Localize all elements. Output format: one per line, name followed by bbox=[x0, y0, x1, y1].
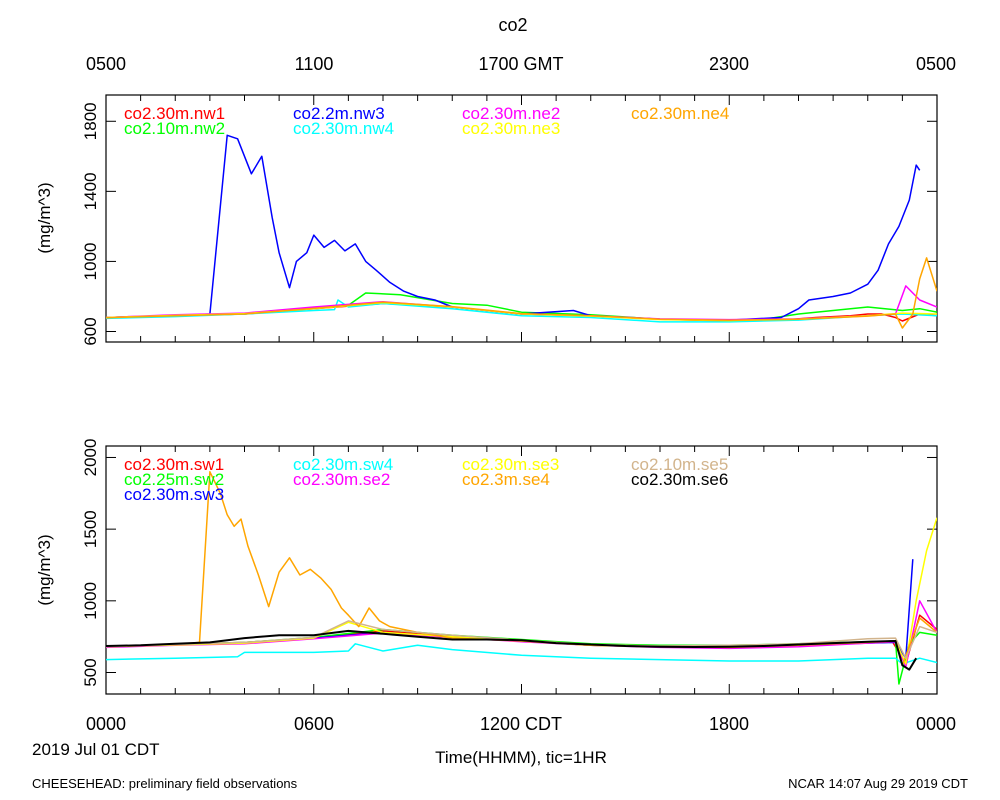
y-tick-label: 600 bbox=[81, 317, 100, 345]
legend-entry: co2.30m.se3 bbox=[462, 455, 559, 474]
top-tick-label: 0500 bbox=[916, 54, 956, 74]
top-tick-label: 1700 GMT bbox=[478, 54, 563, 74]
y-tick-label: 1800 bbox=[81, 102, 100, 140]
legend-entry: co2.30m.sw4 bbox=[293, 455, 393, 474]
legend-entry: co2.30m.se6 bbox=[631, 470, 728, 489]
date-label: 2019 Jul 01 CDT bbox=[32, 740, 160, 759]
legend-entry: co2.10m.se5 bbox=[631, 455, 728, 474]
y-axis-label: (mg/m^3) bbox=[35, 534, 54, 605]
series-lines bbox=[106, 471, 937, 685]
bottom-time-axis-labels: 0000 0600 1200 CDT 1800 0000 bbox=[86, 714, 956, 734]
bottom-tick-label: 1200 CDT bbox=[480, 714, 562, 734]
bottom-panel: 500 1000 1500 2000 (mg/m^3) co2.30m.sw1co2.25… bbox=[35, 439, 938, 695]
top-panel: 600 1000 1400 1800 (mg/m^3) co2.30m.nw1co2.10… bbox=[35, 94, 938, 346]
legend-entry: co2.30m.sw3 bbox=[124, 485, 224, 504]
series-line-co2-30m-sw4 bbox=[106, 643, 937, 665]
legend-entry: co2.2m.nw3 bbox=[293, 104, 385, 123]
legend-entry: co2.30m.ne2 bbox=[462, 104, 560, 123]
y-tick-label: 500 bbox=[81, 658, 100, 686]
bottom-tick-label: 0000 bbox=[916, 714, 956, 734]
series-line-co2-30m-se6 bbox=[106, 629, 918, 671]
chart-title: co2 bbox=[498, 15, 527, 35]
legend-entry: co2.10m.nw2 bbox=[124, 119, 225, 138]
legend-entry: co2.30m.nw4 bbox=[293, 119, 394, 138]
top-tick-label: 0500 bbox=[86, 54, 126, 74]
series-line-co2-30m-ne4 bbox=[106, 257, 937, 329]
y-tick-label: 1500 bbox=[81, 510, 100, 548]
top-tick-label: 1100 bbox=[295, 54, 334, 74]
series-line-co2-3m-se4 bbox=[106, 471, 937, 667]
bottom-tick-label: 1800 bbox=[709, 714, 749, 734]
series-line-co2-2m-nw3 bbox=[106, 134, 921, 321]
y-axis-label: (mg/m^3) bbox=[35, 182, 54, 253]
y-tick-label: 2000 bbox=[81, 439, 100, 477]
legend-entry: co2.3m.se4 bbox=[462, 470, 550, 489]
legend-entry: co2.30m.nw1 bbox=[124, 104, 225, 123]
footer-left: CHEESEHEAD: preliminary field observatio… bbox=[32, 776, 298, 791]
series-lines bbox=[106, 134, 937, 329]
legend-entry: co2.30m.ne3 bbox=[462, 119, 560, 138]
legend-entry: co2.25m.sw2 bbox=[124, 470, 224, 489]
top-tick-label: 2300 bbox=[709, 54, 749, 74]
legend-entry: co2.30m.sw1 bbox=[124, 455, 224, 474]
top-time-axis-labels: 0500 1100 1700 GMT 2300 0500 bbox=[86, 54, 956, 74]
y-tick-label: 1000 bbox=[81, 582, 100, 620]
x-axis-label: Time(HHMM), tic=1HR bbox=[435, 748, 607, 767]
bottom-tick-label: 0000 bbox=[86, 714, 126, 734]
y-tick-label: 1400 bbox=[81, 172, 100, 210]
legend-entry: co2.30m.se2 bbox=[293, 470, 390, 489]
bottom-tick-label: 0600 bbox=[294, 714, 334, 734]
legend-entry: co2.30m.ne4 bbox=[631, 104, 729, 123]
footer-right: NCAR 14:07 Aug 29 2019 CDT bbox=[788, 776, 968, 791]
y-tick-label: 1000 bbox=[81, 243, 100, 281]
